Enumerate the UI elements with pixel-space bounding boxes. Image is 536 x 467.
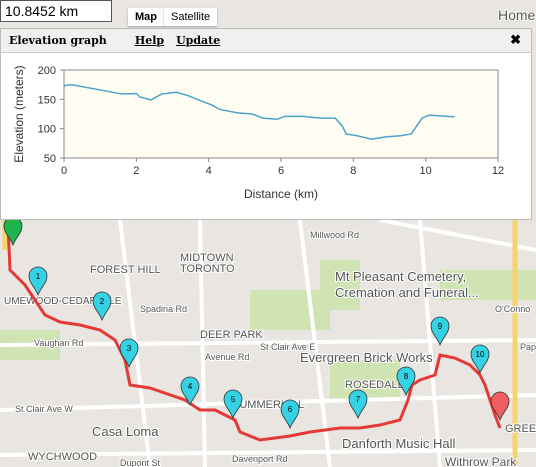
panel-bar: Elevation graph Help Update ✖ — [1, 29, 531, 53]
distance-box: 10.8452 km — [0, 0, 112, 22]
marker-label: 3 — [127, 344, 132, 353]
map-label: FOREST HILL — [90, 264, 161, 276]
y-tick-label: 150 — [38, 94, 56, 106]
map-label: TORONTO — [180, 263, 235, 275]
x-tick-label: 6 — [278, 165, 284, 177]
panel-title: Elevation graph — [9, 34, 107, 47]
map-label: Dupont St — [120, 458, 161, 467]
map-label: Withrow Park — [445, 455, 517, 467]
map-label: St Clair Ave W — [15, 404, 73, 414]
y-tick-label: 100 — [38, 124, 56, 136]
road — [298, 219, 332, 467]
route-marker — [280, 399, 300, 430]
marker-label: 5 — [231, 395, 236, 404]
map-label: Danforth Music Hall — [342, 436, 456, 451]
elevation-panel: Elevation graph Help Update ✖ 50 100 150 20… — [0, 28, 532, 220]
x-tick-label: 4 — [206, 165, 212, 177]
map-label: St Clair Ave E — [260, 342, 315, 352]
road — [0, 338, 536, 347]
map-label: Davenport Rd — [232, 454, 288, 464]
x-tick-label: 8 — [350, 165, 356, 177]
road — [198, 219, 207, 467]
marker-label: 6 — [288, 405, 293, 414]
road — [0, 448, 536, 457]
map-label: Mt Pleasant Cemetery, — [335, 269, 466, 284]
map-label: Spadina Rd — [140, 304, 187, 314]
marker-label: 9 — [438, 322, 443, 331]
elevation-line — [63, 83, 455, 140]
road — [0, 393, 536, 412]
map-label: Cremation and Funeral... — [335, 285, 479, 300]
route-marker — [430, 316, 450, 347]
route — [6, 224, 502, 442]
map-label: Evergreen Brick Works — [300, 350, 433, 365]
y-tick-label: 200 — [38, 65, 56, 77]
map-label: DEER PARK — [200, 329, 263, 341]
marker-label: 2 — [100, 297, 105, 306]
route-marker — [180, 376, 200, 407]
route-marker — [92, 291, 112, 322]
route-marker — [223, 389, 243, 420]
map-tabs: Map Satellite — [128, 8, 218, 26]
park — [320, 260, 360, 310]
map-label: MIDTOWN — [180, 252, 234, 264]
map-label: Casa Loma — [92, 424, 159, 439]
x-tick-label: 10 — [420, 165, 432, 177]
road — [379, 218, 536, 252]
map-label: GREE — [505, 423, 536, 435]
map-label: Millwood Rd — [310, 230, 359, 240]
marker-label: 10 — [476, 350, 485, 359]
map-label: Home — [498, 7, 536, 23]
plot-area — [63, 69, 499, 159]
x-axis-label: Distance (km) — [244, 187, 318, 201]
elevation-chart: 50 100 150 200 0 2 4 6 8 10 12 Distance (km) Elevati… — [12, 65, 504, 201]
marker-label: 4 — [188, 382, 193, 391]
map-tab[interactable]: Map — [128, 8, 164, 26]
road — [418, 219, 442, 467]
map-label: Vaughan Rd — [34, 338, 83, 348]
x-tick-label: 2 — [133, 165, 139, 177]
marker-label: 1 — [36, 272, 41, 281]
x-tick-label: 0 — [61, 165, 67, 177]
end-pin — [490, 391, 510, 422]
route-marker — [348, 389, 368, 420]
marker-label: 8 — [404, 372, 409, 381]
map-label: O'Conno — [495, 304, 530, 314]
marker-label: 7 — [356, 395, 361, 404]
park — [330, 360, 400, 400]
route-marker — [119, 338, 139, 369]
map-label: WYCHWOOD — [28, 451, 97, 463]
map-label: Avenue Rd — [205, 352, 249, 362]
y-axis-label: Elevation (meters) — [12, 65, 26, 162]
help-link[interactable]: Help — [134, 34, 165, 47]
park — [250, 290, 330, 330]
route-marker — [470, 344, 490, 375]
x-tick-label: 12 — [492, 165, 504, 177]
park — [440, 270, 536, 300]
y-tick-label: 50 — [44, 153, 56, 165]
update-link[interactable]: Update — [176, 34, 221, 47]
route-marker — [396, 366, 416, 397]
close-button[interactable]: ✖ — [510, 33, 521, 48]
map-label: ROSEDALE — [345, 379, 405, 391]
satellite-tab[interactable]: Satellite — [164, 8, 218, 26]
map-label: Pape Av — [520, 342, 536, 352]
route-marker — [28, 266, 48, 297]
